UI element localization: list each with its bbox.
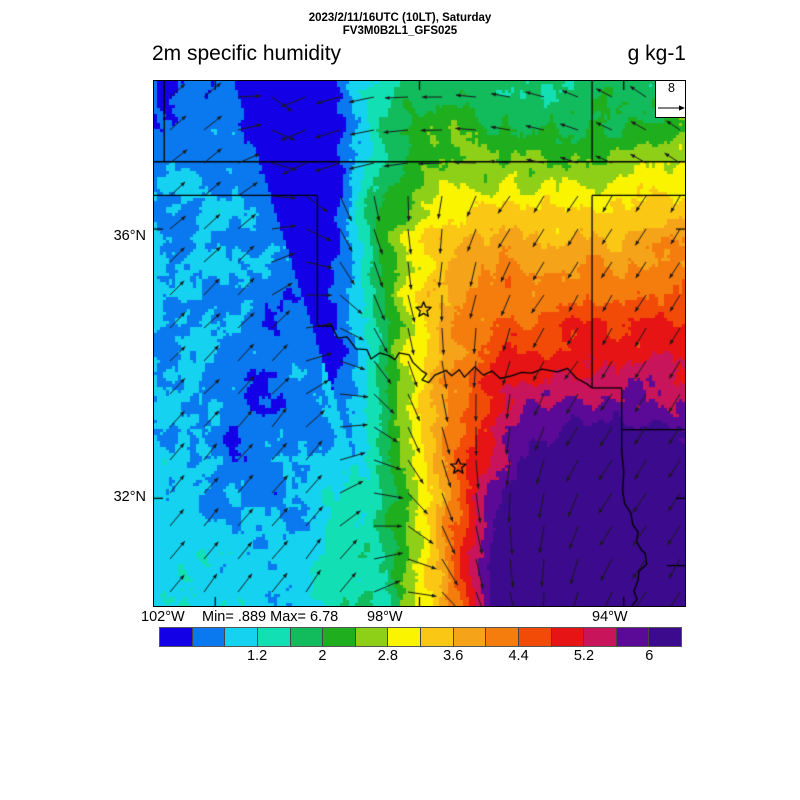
colorbar-cell-6[interactable]: [355, 628, 389, 646]
colorbar-cell-11[interactable]: [518, 628, 552, 646]
humidity-heatmap-canvas: [154, 81, 685, 606]
colorbar-cell-13[interactable]: [584, 628, 617, 646]
lon-tick-102W: 102°W: [141, 609, 185, 625]
colorbar-cell-12[interactable]: [551, 628, 585, 646]
colorbar-tick-4.4: 4.4: [508, 648, 529, 664]
colorbar-cell-9[interactable]: [453, 628, 487, 646]
chart-variable-title: 2m specific humidity: [152, 42, 342, 65]
colorbar-cell-4[interactable]: [290, 628, 324, 646]
lon-tick-98W: 98°W: [367, 609, 403, 625]
lat-tick-32N: 32°N: [113, 489, 146, 505]
colorbar-tick-1.2: 1.2: [246, 648, 268, 664]
colorbar-cell-7[interactable]: [388, 628, 421, 646]
colorbar-cell-15[interactable]: [649, 628, 681, 646]
map-plot-area[interactable]: [153, 80, 686, 607]
colorbar-tick-labels: 1.2 2 2.8 3.6 4.4 5.2 6: [159, 648, 682, 666]
colorbar-tick-2.8: 2.8: [377, 648, 398, 664]
colorbar-tick-3.6: 3.6: [443, 648, 464, 664]
chart-datetime-title: 2023/2/11/16UTC (10LT), Saturday: [308, 12, 492, 24]
lat-tick-36N: 36°N: [113, 228, 146, 244]
colorbar-cell-10[interactable]: [486, 628, 519, 646]
colorbar-cell-3[interactable]: [257, 628, 291, 646]
wind-vector-legend: 8: [655, 80, 686, 118]
colorbar-tick-6: 6: [645, 648, 654, 664]
colorbar-cell-14[interactable]: [616, 628, 650, 646]
colorbar[interactable]: [159, 627, 682, 647]
lon-tick-94W: 94°W: [592, 609, 628, 625]
wind-legend-value: 8: [668, 81, 675, 95]
chart-title-block: 2023/2/11/16UTC (10LT), Saturday FV3M0B2…: [0, 12, 800, 38]
colorbar-cell-1[interactable]: [192, 628, 226, 646]
colorbar-cell-2[interactable]: [225, 628, 258, 646]
min-max-stats-label: Min= .889 Max= 6.78: [202, 609, 339, 625]
chart-units-label: g kg-1: [627, 42, 686, 65]
colorbar-cell-8[interactable]: [421, 628, 454, 646]
colorbar-cell-5[interactable]: [323, 628, 356, 646]
colorbar-tick-2: 2: [318, 648, 327, 664]
right-arrow-icon: [658, 105, 685, 111]
colorbar-cell-0[interactable]: [160, 628, 193, 646]
chart-model-title: FV3M0B2L1_GFS025: [342, 25, 458, 37]
colorbar-tick-5.2: 5.2: [573, 648, 595, 664]
